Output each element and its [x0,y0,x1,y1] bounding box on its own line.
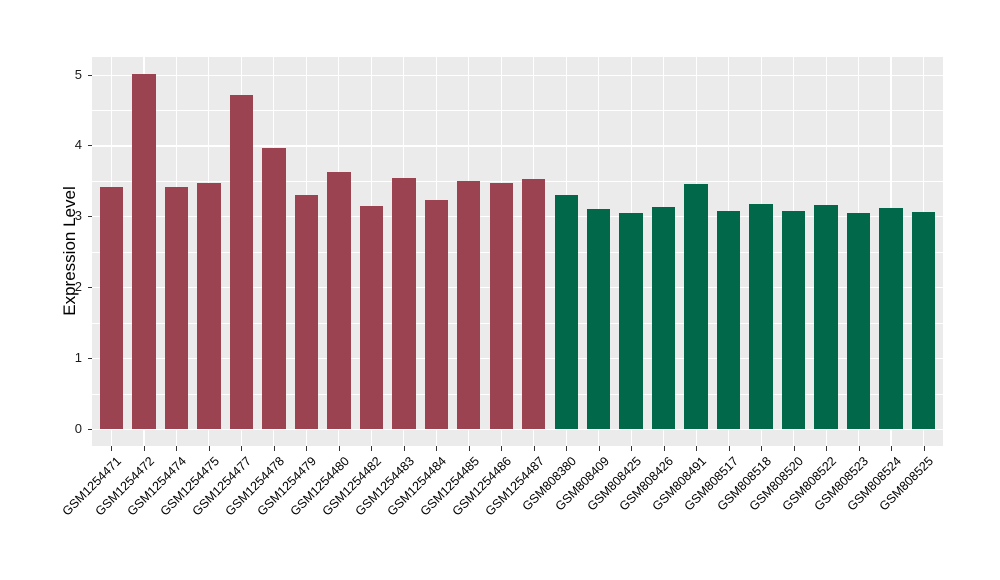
bar-GSM808524[interactable] [879,207,903,429]
x-tick-mark-GSM1254472 [143,446,145,451]
x-tick-mark-GSM1254471 [111,446,113,451]
x-tick-mark-GSM808524 [891,446,893,451]
bar-GSM808522[interactable] [814,204,838,429]
gridline-major-y-2 [92,287,943,289]
gridline-minor-y-3.5 [92,180,943,182]
bar-GSM808517[interactable] [716,211,741,429]
bar-GSM1254485[interactable] [457,180,481,429]
y-tick-label-1: 1 [74,350,82,366]
bar-GSM808523[interactable] [846,212,871,429]
y-tick-label-4: 4 [74,137,82,153]
x-tick-mark-GSM1254486 [501,446,503,451]
x-tick-mark-GSM1254480 [338,446,340,451]
gridline-major-y-0 [92,429,943,431]
y-tick-label-5: 5 [74,66,82,82]
gridline-minor-y-4.5 [92,109,943,111]
bar-GSM808426[interactable] [651,207,676,429]
bar-GSM1254474[interactable] [164,186,189,429]
x-tick-mark-GSM808525 [923,446,925,451]
x-tick-mark-GSM808425 [631,446,633,451]
gridline-major-y-3 [92,216,943,218]
x-tick-mark-GSM1254477 [241,446,243,451]
y-tick-label-0: 0 [74,421,82,436]
y-tick-label-3: 3 [74,208,82,224]
plot-panel [92,57,943,446]
y-axis-title: Expression Level [60,186,79,316]
x-tick-mark-GSM808518 [761,446,763,451]
x-tick-mark-GSM808520 [793,446,795,451]
bar-GSM1254471[interactable] [99,186,124,429]
x-tick-mark-GSM808380 [566,446,568,451]
bar-GSM1254487[interactable] [522,178,546,429]
x-tick-mark-GSM808517 [728,446,730,451]
gridline-minor-y-0.5 [92,393,943,395]
x-tick-mark-GSM808491 [696,446,698,451]
bar-GSM1254482[interactable] [359,205,384,429]
x-tick-mark-GSM1254484 [436,446,438,451]
x-tick-mark-GSM1254483 [403,446,405,451]
y-tick-mark-2 [88,287,92,289]
x-tick-mark-GSM808523 [858,446,860,451]
gridline-major-y-4 [92,145,943,147]
x-tick-mark-GSM1254485 [468,446,470,451]
bar-GSM808380[interactable] [554,195,578,429]
bar-GSM1254475[interactable] [197,182,221,429]
gridline-minor-y-1.5 [92,322,943,324]
bar-GSM1254480[interactable] [327,172,351,429]
bar-GSM808525[interactable] [911,212,936,429]
bar-GSM1254478[interactable] [262,148,286,429]
gridline-major-y-5 [92,74,943,76]
y-tick-mark-0 [88,429,92,430]
x-tick-mark-GSM1254474 [176,446,178,451]
x-tick-mark-GSM1254475 [208,446,210,451]
bar-GSM808409[interactable] [587,209,611,429]
gridline-major-y-1 [92,358,943,360]
bar-GSM1254472[interactable] [132,73,156,429]
bar-GSM808491[interactable] [684,183,708,429]
bar-GSM808518[interactable] [749,203,773,429]
bar-GSM1254477[interactable] [229,95,254,429]
y-tick-mark-1 [88,358,92,360]
gridline-minor-y-2.5 [92,251,943,253]
x-tick-mark-GSM1254487 [533,446,535,451]
x-tick-mark-GSM1254478 [273,446,275,451]
y-tick-label-2: 2 [74,279,82,295]
x-tick-mark-GSM808409 [598,446,600,451]
x-tick-mark-GSM808522 [826,446,828,451]
x-tick-mark-GSM1254482 [371,446,373,451]
x-tick-mark-GSM1254479 [306,446,308,451]
bar-GSM1254483[interactable] [392,178,416,429]
y-tick-mark-3 [88,216,92,218]
bar-GSM1254484[interactable] [424,199,448,429]
y-tick-mark-5 [88,74,92,76]
bar-GSM1254486[interactable] [489,182,513,429]
x-tick-mark-GSM808426 [663,446,665,451]
bar-GSM1254479[interactable] [294,195,319,429]
y-tick-mark-4 [88,145,92,147]
bar-GSM808425[interactable] [619,213,643,429]
bar-GSM808520[interactable] [781,210,806,429]
